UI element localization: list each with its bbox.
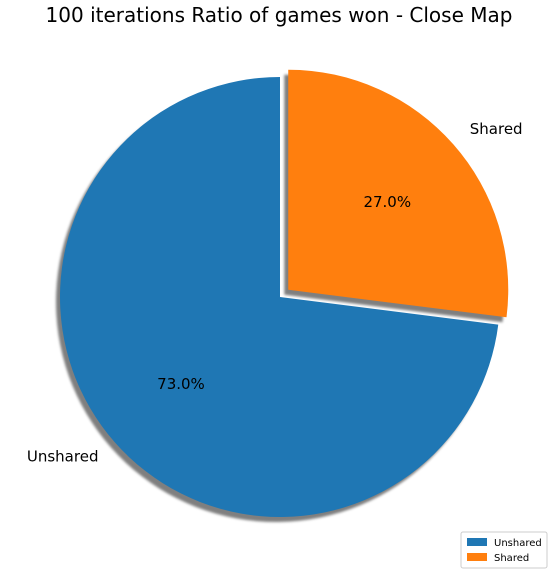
legend: Unshared Shared: [460, 531, 548, 569]
pct-label-unshared: 73.0%: [157, 375, 205, 393]
slice-label-shared: Shared: [470, 120, 523, 138]
legend-label-shared: Shared: [494, 553, 529, 564]
slice-shared: [288, 69, 509, 318]
legend-swatch-unshared: [467, 538, 487, 546]
legend-label-unshared: Unshared: [494, 538, 542, 549]
pie-slices: [59, 69, 509, 517]
slice-unshared: [59, 77, 499, 517]
slice-label-unshared: Unshared: [27, 448, 99, 466]
legend-swatch-shared: [467, 553, 487, 561]
chart-title: 100 iterations Ratio of games won - Clos…: [46, 3, 513, 27]
pct-label-shared: 27.0%: [363, 193, 411, 211]
slice-labels: Unshared 73.0% Shared 27.0%: [27, 120, 523, 465]
